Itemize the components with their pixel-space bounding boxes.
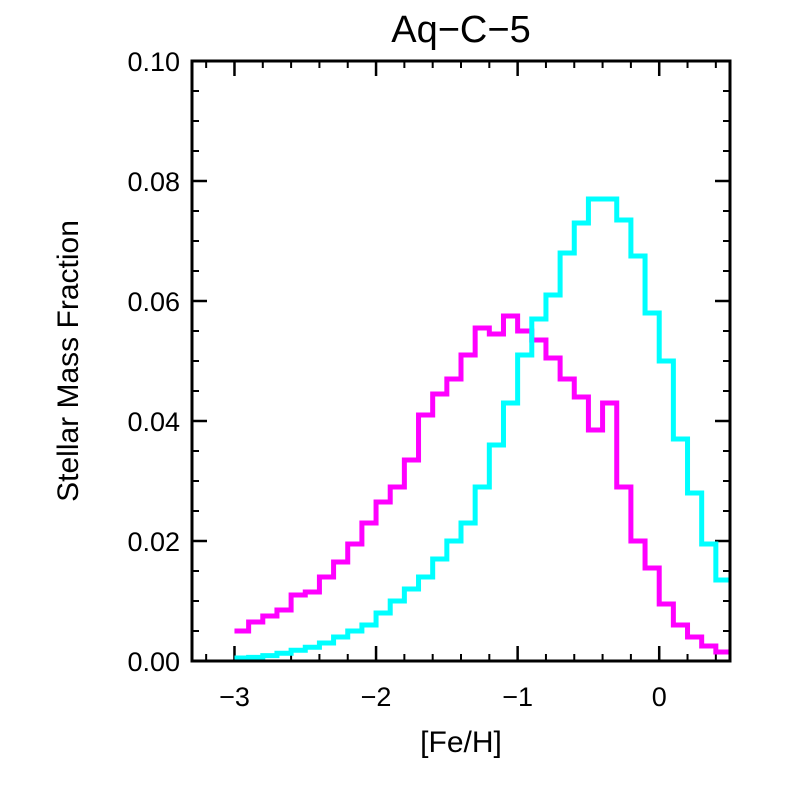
series-cyan-line	[234, 196, 730, 661]
y-tick-label: 0.10	[127, 47, 180, 77]
y-tick-label: 0.08	[127, 167, 180, 197]
y-tick-label: 0.02	[127, 527, 180, 557]
y-axis-label: Stellar Mass Fraction	[52, 220, 85, 502]
x-tick-label: −3	[219, 682, 250, 712]
plot-frame	[190, 59, 732, 663]
chart-title: Aq−C−5	[391, 9, 530, 51]
x-tick-label: −2	[361, 682, 392, 712]
y-tick-label: 0.06	[127, 287, 180, 317]
x-axis-label: [Fe/H]	[420, 726, 502, 759]
series-magenta-line	[234, 313, 730, 655]
y-tick-label: 0.04	[127, 407, 180, 437]
y-tick-label: 0.00	[127, 647, 180, 677]
x-tick-label: 0	[652, 682, 667, 712]
x-tick-label: −1	[502, 682, 533, 712]
